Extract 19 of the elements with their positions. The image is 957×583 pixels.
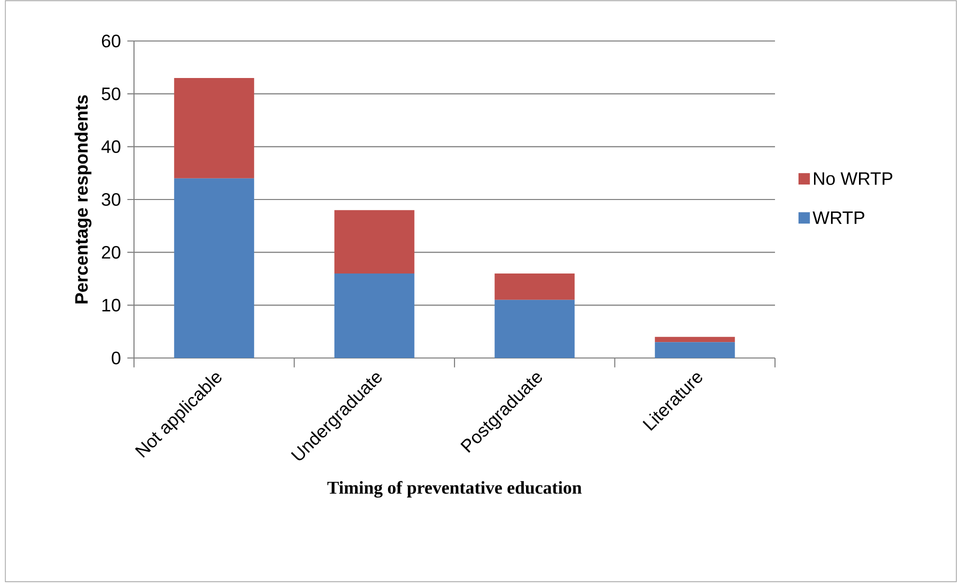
bar (174, 78, 254, 178)
legend-label: No WRTP (814, 172, 892, 185)
bar (654, 342, 735, 358)
y-tick-label: 0 (112, 352, 120, 364)
y-tick-label: 60 (102, 34, 120, 48)
legend-label: WRTP (812, 212, 864, 224)
bar (494, 300, 575, 358)
bar (654, 336, 735, 342)
y-tick-label: 10 (102, 298, 120, 312)
y-tick-label: 50 (102, 87, 120, 100)
y-axis-title: Percentage respondents (74, 95, 92, 304)
bar (494, 273, 575, 300)
bar (334, 273, 414, 358)
y-tick-label: 20 (102, 246, 120, 259)
x-axis-title: Timing of preventative education (327, 480, 582, 498)
bar (334, 210, 414, 274)
y-tick-label: 30 (102, 193, 120, 206)
y-tick-label: 40 (101, 140, 120, 154)
bar (174, 178, 254, 358)
